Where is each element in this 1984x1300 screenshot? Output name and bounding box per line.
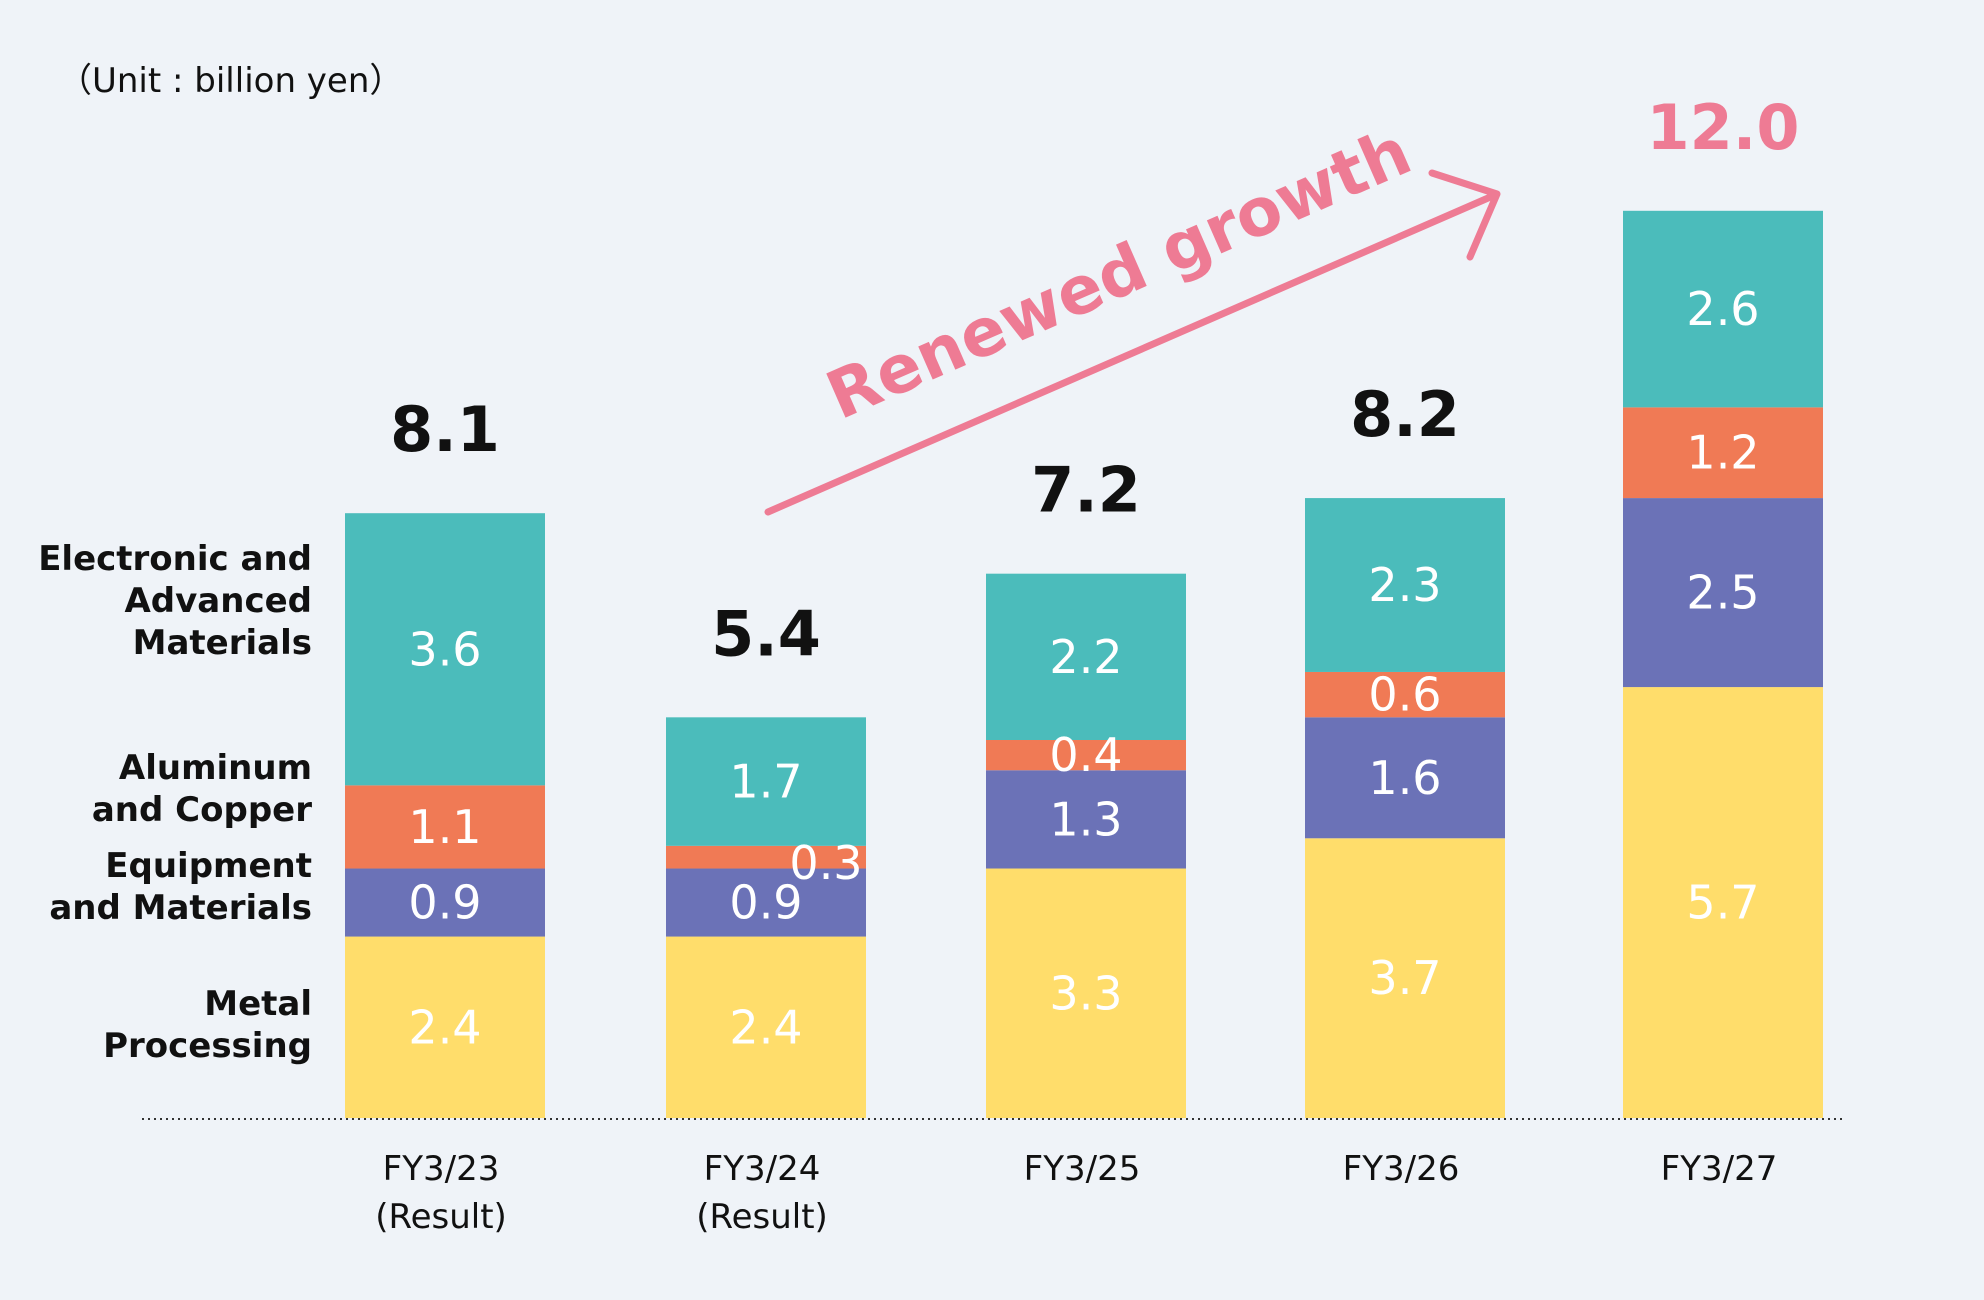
bar-segment: [1305, 498, 1505, 672]
segment-value-label: 2.5: [1686, 566, 1759, 620]
series-name-label: Materials: [133, 623, 312, 663]
series-name-label: Advanced: [124, 581, 312, 621]
bar-segment: [666, 845, 866, 869]
growth-arrow-head: [1428, 169, 1501, 261]
segment-value-label: 2.4: [729, 1000, 802, 1054]
bar-segment: [1623, 687, 1823, 1118]
total-value-label: 8.1: [390, 393, 500, 466]
series-name-label: Metal: [204, 984, 312, 1024]
growth-annotation-text: Renewed growth: [816, 113, 1422, 435]
bar-segment: [345, 868, 545, 937]
bar-segment: [345, 785, 545, 869]
segment-value-label: 0.3: [789, 836, 862, 890]
series-name-label: Processing: [103, 1026, 312, 1066]
bar-segment: [666, 936, 866, 1118]
x-tick-label: FY3/25: [1024, 1149, 1141, 1189]
segment-value-label: 0.9: [729, 876, 802, 930]
bar-segment: [1305, 671, 1505, 718]
x-tick-sublabel: (Result): [375, 1197, 507, 1237]
total-value-label: 5.4: [711, 597, 821, 670]
series-name-label: and Materials: [49, 888, 312, 928]
segment-value-label: 0.6: [1368, 668, 1441, 722]
bars-group: [345, 210, 1823, 1118]
x-axis-labels-group: FY3/23 (Result) FY3/24 (Result) FY3/25 FY3/26…: [375, 1149, 1777, 1237]
segment-value-label: 2.4: [408, 1000, 481, 1054]
total-value-label: 8.2: [1350, 378, 1460, 451]
segment-value-label: 1.7: [729, 755, 802, 809]
series-name-label: Electronic and: [38, 539, 312, 579]
bar-segment: [666, 717, 866, 846]
bar-segment: [1305, 717, 1505, 839]
totals-group: 8.1 5.4 7.2 8.2 12.0: [390, 91, 1799, 671]
segment-value-label: 0.4: [1049, 728, 1122, 782]
series-name-label: and Copper: [92, 790, 312, 830]
total-value-label: 12.0: [1647, 91, 1800, 164]
x-tick-sublabel: (Result): [696, 1197, 828, 1237]
segment-value-label: 1.3: [1049, 792, 1122, 846]
segment-value-label: 0.9: [408, 876, 481, 930]
segment-labels-group: 2.40.91.13.62.40.90.31.73.31.30.42.23.71…: [408, 282, 1759, 1054]
growth-arrow-shaft: [764, 191, 1499, 516]
bar-segment: [1623, 210, 1823, 408]
segment-value-label: 1.2: [1686, 426, 1759, 480]
segment-value-label: 3.6: [408, 622, 481, 676]
series-name-label: Equipment: [105, 846, 312, 886]
x-tick-label: FY3/27: [1661, 1149, 1778, 1189]
series-name-label: Aluminum: [119, 748, 312, 788]
bar-segment: [986, 868, 1186, 1118]
segment-value-label: 2.6: [1686, 282, 1759, 336]
segment-value-label: 1.1: [408, 800, 481, 854]
segment-value-label: 3.3: [1049, 966, 1122, 1020]
bar-segment: [666, 868, 866, 937]
x-tick-label: FY3/26: [1343, 1149, 1460, 1189]
segment-value-label: 2.2: [1049, 630, 1122, 684]
total-value-label: 7.2: [1031, 454, 1141, 527]
unit-label: （Unit : billion yen）: [58, 61, 403, 101]
bar-segment: [1623, 407, 1823, 499]
bar-segment: [986, 740, 1186, 771]
bar-segment: [1623, 498, 1823, 688]
growth-annotation: Renewed growth: [764, 113, 1501, 516]
segment-value-label: 1.6: [1368, 751, 1441, 805]
bar-segment: [345, 936, 545, 1118]
bar-segment: [1305, 838, 1505, 1118]
x-tick-label: FY3/24: [704, 1149, 821, 1189]
segment-value-label: 5.7: [1686, 876, 1759, 930]
x-tick-label: FY3/23: [383, 1149, 500, 1189]
bar-segment: [986, 770, 1186, 869]
bar-segment: [345, 513, 545, 786]
bar-segment: [986, 573, 1186, 740]
segment-value-label: 3.7: [1368, 951, 1441, 1005]
segment-value-label: 2.3: [1368, 558, 1441, 612]
